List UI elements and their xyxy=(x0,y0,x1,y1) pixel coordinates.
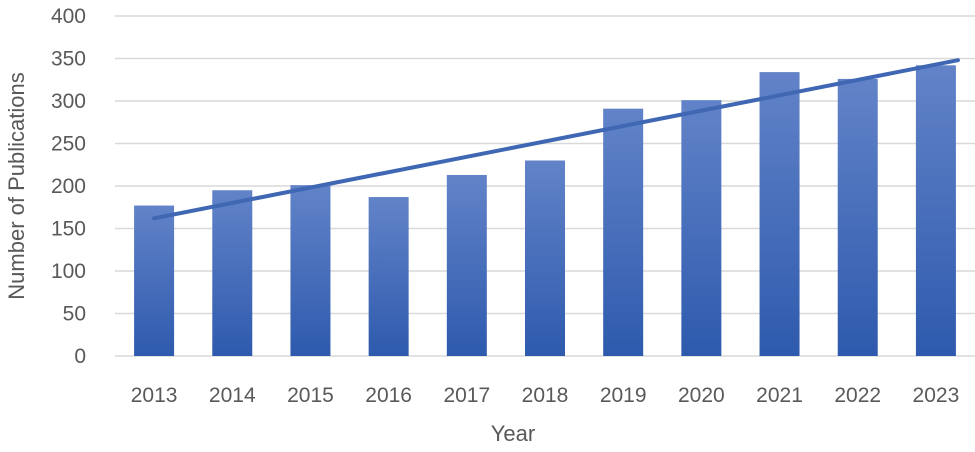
y-tick-label-50: 50 xyxy=(63,303,86,326)
x-tick-label-2021: 2021 xyxy=(756,384,803,407)
x-tick-label-2023: 2023 xyxy=(913,384,960,407)
x-axis-title: Year xyxy=(491,421,535,446)
y-tick-label-200: 200 xyxy=(51,175,86,198)
bar-2020 xyxy=(681,100,722,357)
x-tick-label-2018: 2018 xyxy=(522,384,569,407)
bar-2019 xyxy=(603,108,644,357)
bars xyxy=(134,65,956,357)
x-tick-label-2022: 2022 xyxy=(834,384,881,407)
y-tick-label-350: 350 xyxy=(51,48,86,71)
bar-2014 xyxy=(212,190,253,356)
bar-2023 xyxy=(915,65,956,357)
y-tick-label-0: 0 xyxy=(74,345,86,368)
y-tick-label-100: 100 xyxy=(51,260,86,283)
trendline-layer xyxy=(152,58,960,221)
bar-2018 xyxy=(525,160,565,356)
y-tick-label-250: 250 xyxy=(51,133,86,156)
x-tick-label-2019: 2019 xyxy=(600,384,647,407)
x-tick-label-2015: 2015 xyxy=(287,384,334,407)
y-tick-label-150: 150 xyxy=(51,218,86,241)
x-tick-label-2016: 2016 xyxy=(365,384,412,407)
trendline xyxy=(152,58,960,221)
bar-2013 xyxy=(134,205,175,356)
bar-2016 xyxy=(368,197,409,356)
x-tick-label-2014: 2014 xyxy=(209,384,256,407)
x-tick-label-2017: 2017 xyxy=(443,384,490,407)
bar-2022 xyxy=(837,78,878,357)
x-tick-label-2013: 2013 xyxy=(131,384,178,407)
y-axis-title: Number of Publications xyxy=(4,72,29,299)
bar-2017 xyxy=(446,174,487,356)
x-tick-label-2020: 2020 xyxy=(678,384,725,407)
x-tick-labels: 2013 2014 2015 2016 2017 2018 2019 2020 2021 2022… xyxy=(131,384,960,407)
y-tick-labels: 0 50 100 150 200 250 300 350 400 xyxy=(51,5,86,368)
y-tick-label-400: 400 xyxy=(51,5,86,28)
y-tick-label-300: 300 xyxy=(51,90,86,113)
bar-2015 xyxy=(290,185,331,356)
bar-2021 xyxy=(759,72,800,356)
